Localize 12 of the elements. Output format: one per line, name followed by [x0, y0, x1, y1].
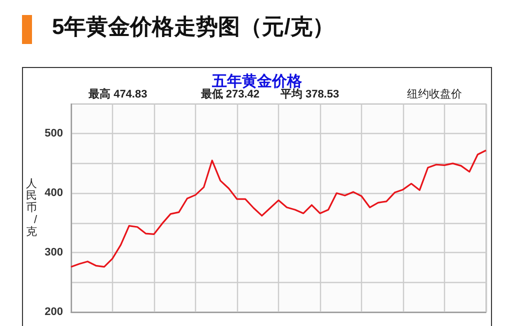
- text: 最高 474.83: [88, 88, 148, 100]
- y-tick-label: 300: [44, 246, 63, 259]
- y-tick-label: 400: [44, 187, 63, 200]
- chart-subtitle: 五年黄金价格: [211, 73, 303, 90]
- text: 纽约收盘价: [406, 88, 462, 100]
- line-series: [70, 150, 487, 268]
- y-axis-title: 人民币/克: [26, 178, 38, 238]
- text: 平均 378.53: [279, 88, 340, 100]
- chart-title: 5年黄金价格走势图（元/克）: [52, 13, 334, 41]
- text: 最低 273.42: [200, 88, 260, 100]
- y-tick-label: 500: [44, 128, 63, 140]
- y-tick-label: 200: [44, 306, 63, 318]
